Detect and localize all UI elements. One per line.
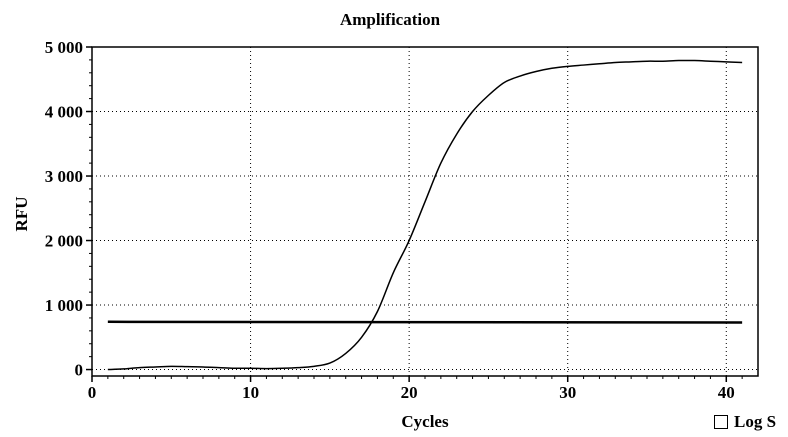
log-scale-label: Log S bbox=[734, 412, 777, 431]
ticks: 0 10 20 30 40 0 1 000 2 000 3 000 4 000 5 000 bbox=[45, 38, 743, 402]
plot-area bbox=[92, 47, 758, 376]
series-layer bbox=[107, 59, 743, 371]
x-tick-label: 10 bbox=[242, 383, 259, 402]
x-tick-label: 20 bbox=[401, 383, 418, 402]
y-tick-label: 4 000 bbox=[45, 103, 83, 122]
log-scale-checkbox[interactable] bbox=[714, 414, 728, 429]
x-tick-label: 30 bbox=[559, 383, 576, 402]
y-tick-label: 1 000 bbox=[45, 296, 83, 315]
chart-title: Amplification bbox=[340, 10, 441, 29]
x-axis-label: Cycles bbox=[401, 412, 449, 431]
y-tick-label: 0 bbox=[75, 361, 84, 380]
x-tick-label: 40 bbox=[718, 383, 735, 402]
y-axis-label: RFU bbox=[12, 197, 31, 232]
log-scale-toggle[interactable]: Log S bbox=[714, 413, 776, 430]
y-tick-label: 3 000 bbox=[45, 167, 83, 186]
y-tick-label: 2 000 bbox=[45, 232, 83, 251]
grid bbox=[92, 47, 758, 376]
y-tick-label: 5 000 bbox=[45, 38, 83, 57]
amplification-curve bbox=[107, 59, 743, 371]
x-tick-label: 0 bbox=[88, 383, 97, 402]
threshold-line[interactable] bbox=[107, 320, 743, 324]
